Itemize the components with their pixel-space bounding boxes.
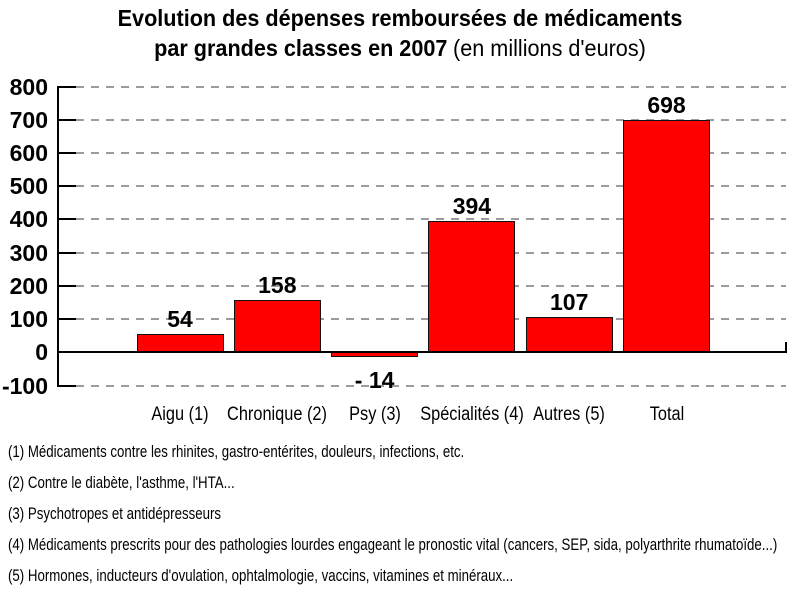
y-tick bbox=[58, 284, 76, 287]
bar bbox=[233, 299, 321, 353]
footnote-line: (2) Contre le diabète, l'asthme, l'HTA..… bbox=[8, 473, 235, 492]
x-category-label: Autres (5) bbox=[533, 404, 606, 425]
gridline bbox=[76, 118, 786, 121]
y-tick-label: 600 bbox=[9, 139, 48, 166]
footnote-line: (4) Médicaments prescrits pour des patho… bbox=[8, 535, 778, 554]
x-category-label: Total bbox=[649, 404, 684, 425]
bar-value-label: 394 bbox=[452, 193, 492, 220]
bar-value-label: 54 bbox=[167, 306, 193, 333]
bar bbox=[428, 221, 516, 353]
y-tick-label: 0 bbox=[35, 339, 48, 366]
chart-title-line2: par grandes classes en 2007 (en millions … bbox=[24, 35, 776, 62]
y-tick bbox=[58, 318, 76, 321]
bar-value-label: 158 bbox=[258, 271, 297, 298]
bar-value-label: - 14 bbox=[354, 366, 395, 393]
gridline bbox=[76, 151, 786, 154]
footnote-line: (3) Psychotropes et antidépresseurs bbox=[8, 504, 222, 523]
footnote-line: (1) Médicaments contre les rhinites, gas… bbox=[8, 442, 465, 461]
footnote-line: (5) Hormones, inducteurs d'ovulation, op… bbox=[8, 566, 514, 585]
x-category-label: Psy (3) bbox=[348, 404, 401, 425]
y-tick bbox=[58, 251, 76, 254]
x-category-label: Aigu (1) bbox=[151, 404, 209, 425]
chart-title-line2-unit: (en millions d'euros) bbox=[453, 35, 646, 61]
y-tick bbox=[58, 384, 76, 387]
y-tick bbox=[58, 185, 76, 188]
y-tick bbox=[58, 118, 76, 121]
y-tick-label: 500 bbox=[9, 173, 48, 200]
x-category-label: Spécialités (4) bbox=[420, 404, 524, 425]
x-axis-end-tick bbox=[785, 342, 787, 353]
bar bbox=[525, 316, 613, 353]
y-tick-label: -100 bbox=[1, 372, 48, 399]
bar-value-label: 107 bbox=[550, 288, 589, 315]
gridline bbox=[76, 185, 786, 188]
y-tick bbox=[58, 218, 76, 221]
y-tick-label: 300 bbox=[9, 239, 48, 266]
bar bbox=[136, 334, 224, 353]
y-tick-label: 200 bbox=[9, 272, 48, 299]
bar-value-label: 698 bbox=[647, 92, 686, 119]
y-tick-label: 800 bbox=[9, 73, 48, 100]
x-category-label: Chronique (2) bbox=[227, 404, 328, 425]
y-tick-label: 700 bbox=[9, 106, 48, 133]
gridline bbox=[76, 85, 786, 88]
chart-title-line2-main: par grandes classes en 2007 bbox=[154, 35, 448, 61]
zero-baseline bbox=[58, 351, 787, 354]
chart-title-line1: Evolution des dépenses remboursées de mé… bbox=[117, 5, 683, 31]
y-tick bbox=[58, 85, 76, 88]
y-tick-label: 100 bbox=[9, 306, 48, 333]
y-tick-label: 400 bbox=[9, 206, 48, 233]
gridline bbox=[76, 384, 786, 387]
y-axis-line bbox=[57, 85, 59, 387]
gridline bbox=[76, 218, 786, 221]
bar bbox=[623, 120, 710, 353]
y-tick bbox=[58, 151, 76, 154]
